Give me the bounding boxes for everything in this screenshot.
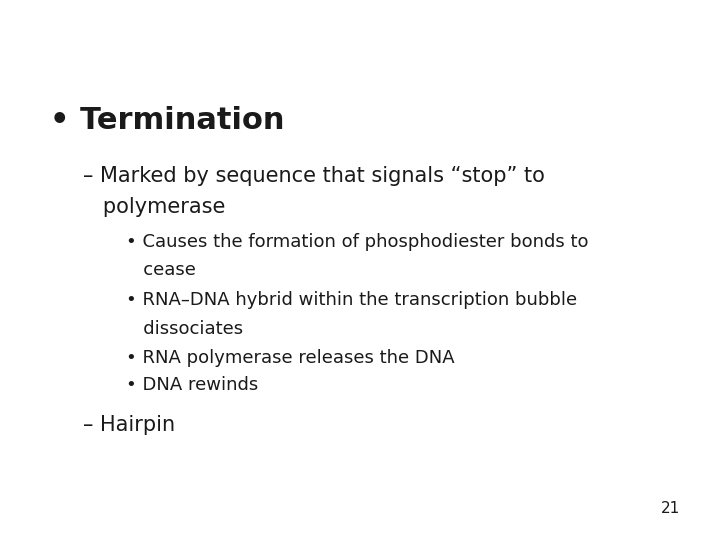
Text: • Termination: • Termination [50,106,285,135]
Text: cease: cease [126,261,196,279]
Text: – Marked by sequence that signals “stop” to: – Marked by sequence that signals “stop”… [83,166,544,186]
Text: – Hairpin: – Hairpin [83,415,175,435]
Text: • Causes the formation of phosphodiester bonds to: • Causes the formation of phosphodiester… [126,233,588,251]
Text: dissociates: dissociates [126,320,243,338]
Text: polymerase: polymerase [83,197,225,217]
Text: 21: 21 [661,501,680,516]
Text: • RNA–DNA hybrid within the transcription bubble: • RNA–DNA hybrid within the transcriptio… [126,292,577,309]
Text: • RNA polymerase releases the DNA: • RNA polymerase releases the DNA [126,349,454,367]
Text: • DNA rewinds: • DNA rewinds [126,376,258,394]
